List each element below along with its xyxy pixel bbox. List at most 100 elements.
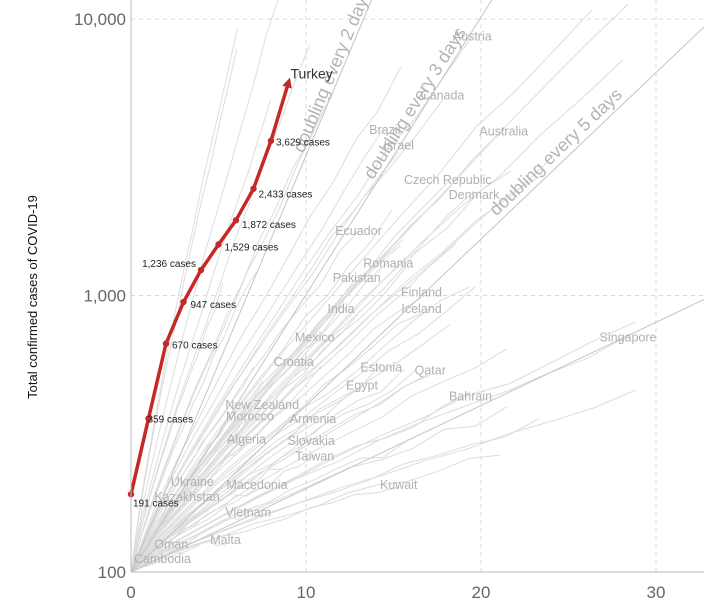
background-trajectory (131, 389, 637, 573)
turkey-data-label: 1,529 cases (225, 243, 279, 254)
background-trajectory (131, 244, 401, 573)
background-trajectory (131, 175, 542, 573)
country-label: Armenia (290, 412, 337, 426)
country-label: Macedonia (226, 478, 287, 492)
background-trajectory (131, 126, 386, 573)
background-trajectory (131, 489, 258, 573)
turkey-series: 191 cases 359 cases 670 cases 947 cases 1,23… (127, 65, 333, 509)
background-trajectory (131, 370, 416, 573)
turkey-data-label: 359 cases (148, 415, 194, 426)
turkey-data-label: 2,433 cases (259, 190, 313, 201)
country-label: Brazil (369, 123, 400, 137)
background-trajectory (131, 10, 592, 573)
background-trajectory (131, 348, 507, 573)
reference-line (131, 0, 373, 573)
background-trajectory (131, 286, 470, 573)
country-label: Iceland (401, 302, 441, 316)
background-trajectory (131, 313, 422, 573)
background-trajectory (131, 366, 254, 573)
country-label: Cambodia (134, 552, 191, 566)
country-label: Singapore (600, 331, 657, 345)
x-tick-label: 10 (297, 583, 316, 602)
background-trajectory (131, 282, 224, 573)
background-trajectory (131, 454, 501, 573)
country-label: Kazakhstan (154, 490, 219, 504)
background-trajectory (131, 365, 322, 573)
country-label: Kuwait (380, 478, 418, 492)
background-trajectory (131, 44, 311, 573)
background-trajectory (131, 35, 473, 573)
country-label: Malta (210, 533, 241, 547)
country-label: Vietnam (225, 506, 271, 520)
axes: 0 10 20 30 100 1,000 10,000 (74, 0, 704, 602)
country-label: Czech Republic (404, 173, 492, 187)
country-label: Estonia (360, 361, 402, 375)
background-trajectory (131, 374, 429, 573)
turkey-point (267, 137, 275, 144)
country-label: Pakistan (333, 271, 381, 285)
country-label: Qatar (415, 364, 446, 378)
country-label: Australia (479, 124, 528, 138)
country-label: Ukraine (171, 475, 214, 489)
country-label: Finland (401, 285, 442, 299)
country-label: Denmark (449, 188, 500, 202)
turkey-data-label: 3,629 cases (276, 138, 330, 149)
background-trajectory (131, 162, 547, 573)
background-trajectory (131, 406, 508, 573)
turkey-point (197, 266, 205, 274)
background-trajectory (131, 297, 422, 573)
reference-line-label: doubling every 5 days (485, 84, 626, 219)
turkey-data-label: 191 cases (133, 498, 179, 509)
country-label: Slovakia (288, 434, 335, 448)
background-trajectory (131, 324, 451, 573)
background-trajectory (131, 151, 400, 573)
background-trajectory (131, 266, 407, 573)
turkey-data-label: 1,872 cases (242, 220, 296, 231)
background-trajectory (131, 105, 325, 573)
reference-line (131, 0, 493, 573)
country-label: Egypt (346, 378, 378, 392)
reference-line (131, 26, 704, 573)
background-trajectory (131, 418, 540, 573)
background-trajectory (131, 48, 238, 573)
country-label: India (327, 302, 354, 316)
y-tick-label: 10,000 (74, 10, 126, 29)
background-trajectory (131, 468, 282, 573)
turkey-point (250, 185, 257, 192)
country-label: Romania (363, 256, 413, 270)
country-label: Ecuador (335, 224, 382, 238)
y-tick-label: 1,000 (83, 287, 126, 306)
turkey-point (232, 217, 240, 224)
x-tick-label: 20 (472, 583, 491, 602)
country-label: Morocco (226, 409, 274, 423)
background-trajectory (131, 99, 272, 573)
x-tick-label: 0 (126, 583, 135, 602)
country-label: Bahrain (449, 390, 492, 404)
reference-line-label: doubling every 3 days (360, 24, 470, 183)
background-trajectory (131, 3, 629, 573)
turkey-point (162, 340, 170, 347)
background-trajectory (131, 96, 331, 573)
reference-line (131, 298, 704, 573)
background-trajectory (131, 66, 402, 573)
turkey-point (180, 298, 187, 306)
x-tick-label: 30 (647, 583, 666, 602)
country-label: Oman (154, 538, 188, 552)
turkey-data-label: 670 cases (172, 341, 218, 352)
country-label: New Zealand (225, 398, 299, 412)
turkey-data-label: 1,236 cases (142, 259, 196, 270)
background-trajectory (131, 272, 257, 573)
country-label: Croatia (274, 355, 314, 369)
background-trajectory (131, 441, 407, 573)
turkey-point (215, 241, 222, 248)
turkey-data-label: 947 cases (191, 300, 237, 311)
country-label: Algeria (227, 432, 266, 446)
background-trajectory (131, 28, 238, 573)
country-label: Mexico (295, 331, 335, 345)
background-trajectory (131, 0, 279, 573)
y-axis-label: Total confirmed cases of COVID-19 (25, 195, 40, 399)
country-label: Austria (453, 29, 492, 43)
turkey-line (129, 77, 292, 495)
